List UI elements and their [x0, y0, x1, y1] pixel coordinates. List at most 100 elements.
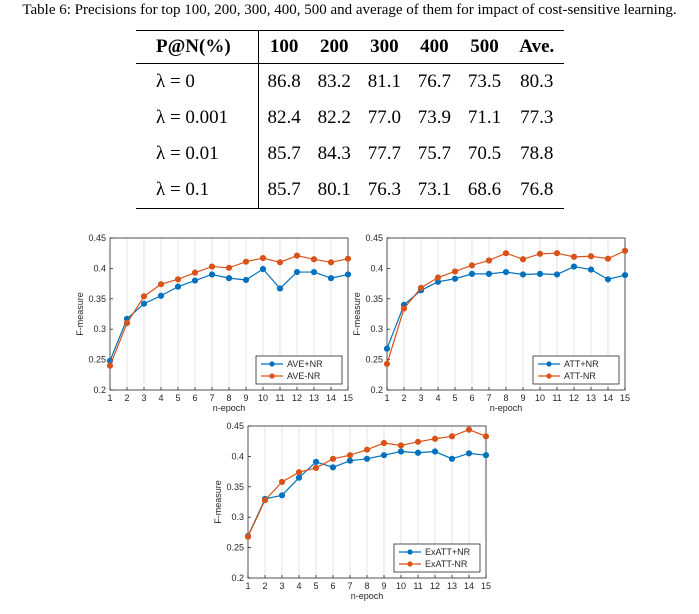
x-tick-label: 7: [486, 393, 491, 403]
y-tick-label: 0.35: [88, 294, 106, 304]
x-tick-label: 3: [418, 393, 423, 403]
data-point: [380, 452, 388, 459]
data-point: [259, 265, 267, 273]
data-point: [468, 262, 476, 269]
table-cell: 80.1: [309, 172, 360, 209]
data-point: [310, 256, 318, 263]
x-tick-label: 1: [245, 581, 250, 591]
x-tick-label: 5: [313, 581, 318, 591]
y-tick-label: 0.45: [88, 233, 106, 243]
data-point: [363, 455, 371, 462]
header-cell: Ave.: [509, 30, 564, 64]
x-axis-label: n-epoch: [351, 591, 384, 601]
data-point: [140, 300, 148, 307]
y-tick-label: 0.3: [370, 324, 383, 334]
data-point: [123, 320, 131, 327]
data-point: [431, 448, 439, 455]
data-point: [208, 263, 216, 270]
data-point: [191, 269, 199, 276]
data-point: [363, 446, 371, 453]
x-tick-label: 12: [569, 393, 579, 403]
legend-marker: [546, 373, 552, 379]
legend-label: AVE-NR: [287, 371, 321, 381]
y-tick-label: 0.4: [370, 263, 383, 273]
y-tick-label: 0.45: [226, 421, 244, 431]
data-point: [278, 478, 286, 486]
data-point: [485, 257, 493, 264]
legend-label: ExATT+NR: [425, 547, 471, 557]
y-tick-label: 0.45: [365, 233, 383, 243]
data-point: [312, 464, 320, 472]
data-point: [502, 268, 510, 276]
x-axis-label: n-epoch: [213, 403, 246, 413]
table-cell: 85.7: [267, 143, 301, 164]
header-cell: 100: [258, 30, 310, 64]
x-tick-label: 13: [586, 393, 596, 403]
data-point: [312, 458, 320, 465]
data-point: [434, 274, 442, 281]
data-point: [519, 256, 527, 263]
table-cell: 70.5: [467, 143, 502, 164]
x-tick-label: 9: [520, 393, 525, 403]
x-tick-label: 10: [535, 393, 545, 403]
legend-marker: [269, 361, 275, 367]
x-tick-label: 2: [401, 393, 406, 403]
header-cell: 300: [359, 30, 410, 64]
line-chart-exatt: 1 2 3 4 5 6 7 8 9 10 11 12 13 14 150.20.250.30.350.40.…: [213, 421, 491, 601]
x-tick-label: 6: [192, 393, 197, 403]
x-tick-label: 8: [364, 581, 369, 591]
data-point: [327, 275, 335, 282]
x-tick-label: 11: [552, 393, 561, 403]
data-point: [465, 426, 473, 433]
data-point: [225, 264, 233, 271]
data-point: [344, 271, 352, 278]
table-row: λ = 0.01 85.7 84.3 77.7 75.7 70.5 78.8: [136, 136, 564, 172]
data-point: [295, 469, 303, 476]
table-cell: 76.8: [509, 172, 564, 209]
x-tick-label: 15: [481, 581, 491, 591]
x-tick-label: 11: [275, 393, 284, 403]
data-point: [346, 452, 354, 459]
table-cell: 85.7: [258, 172, 310, 209]
table-cell: 71.1: [467, 107, 502, 128]
table-cell: 82.2: [317, 107, 351, 128]
y-tick-label: 0.25: [88, 355, 106, 365]
header-cell: 200: [309, 30, 360, 64]
data-point: [276, 285, 284, 292]
x-tick-label: 15: [620, 393, 630, 403]
table-cell: 73.1: [409, 172, 460, 209]
y-axis-label: F-measure: [213, 480, 223, 524]
data-point: [329, 455, 337, 462]
data-point: [482, 433, 490, 440]
data-point: [191, 277, 199, 284]
data-point: [604, 276, 612, 283]
x-tick-label: 9: [381, 581, 386, 591]
x-tick-label: 4: [158, 393, 163, 403]
header-cell: 400: [409, 30, 460, 64]
table-cell: 81.1: [367, 71, 401, 92]
x-tick-label: 6: [330, 581, 335, 591]
x-tick-label: 3: [141, 393, 146, 403]
data-point: [106, 362, 114, 369]
line-chart-att: 1 2 3 4 5 6 7 8 9 10 11 12 13 14 150.20.250.30.350.40.…: [352, 233, 630, 413]
data-point: [383, 345, 391, 352]
data-point: [553, 250, 561, 257]
data-point: [225, 275, 233, 282]
data-point: [242, 258, 250, 265]
legend-box: [255, 355, 343, 385]
x-tick-label: 11: [413, 581, 422, 591]
data-point: [293, 252, 301, 259]
x-tick-label: 14: [326, 393, 336, 403]
table-row: λ = 0.1 85.7 80.1 76.3 73.1 68.6 76.8: [136, 172, 564, 209]
line-chart-ave: 1 2 3 4 5 6 7 8 9 10 11 12 13 14 150.20.250.30.350.40.…: [75, 233, 353, 413]
data-point: [570, 263, 578, 270]
legend-label: ExATT-NR: [425, 559, 468, 569]
data-point: [604, 255, 612, 262]
x-tick-label: 12: [430, 581, 440, 591]
x-tick-label: 2: [262, 581, 267, 591]
x-tick-label: 3: [279, 581, 284, 591]
table-header-row: P@N(%) 100 200 300 400 500 Ave.: [136, 30, 564, 64]
data-point: [327, 259, 335, 266]
table-cell: 77.7: [367, 143, 401, 164]
x-tick-label: 10: [396, 581, 406, 591]
